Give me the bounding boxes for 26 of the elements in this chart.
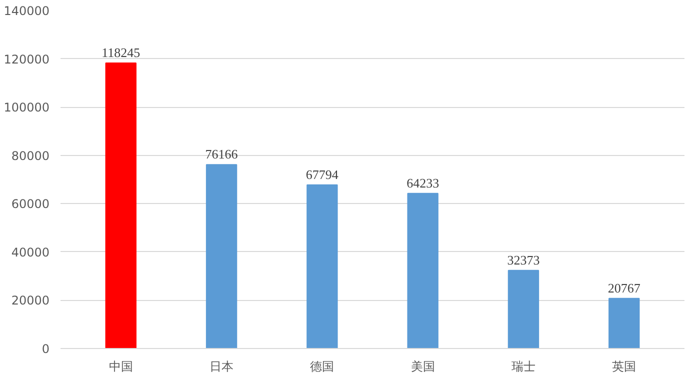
y-tick-label: 0 <box>42 342 50 356</box>
data-label: 32373 <box>507 252 540 268</box>
y-tick-label: 140000 <box>4 4 50 18</box>
x-tick-label: 瑞士 <box>511 360 536 374</box>
y-tick-label: 100000 <box>4 100 50 115</box>
y-tick-label: 40000 <box>11 245 50 260</box>
y-tick-label: 20000 <box>11 294 50 308</box>
bar <box>407 192 438 348</box>
bar <box>608 298 640 348</box>
data-label: 67794 <box>306 166 339 182</box>
x-tick-label: 日本 <box>210 360 234 374</box>
y-tick-label: 80000 <box>11 148 50 163</box>
data-label: 118245 <box>102 45 140 60</box>
y-tick-label: 60000 <box>11 197 50 212</box>
bar <box>508 270 540 348</box>
x-tick-label: 美国 <box>410 360 435 374</box>
bar <box>306 184 338 348</box>
data-label: 20767 <box>608 280 641 296</box>
x-tick-label: 英国 <box>612 360 636 374</box>
bar <box>105 62 136 348</box>
data-label: 64233 <box>406 175 440 190</box>
data-label: 76166 <box>205 146 238 162</box>
x-tick-label: 中国 <box>108 360 133 374</box>
bar <box>206 164 238 348</box>
x-tick-label: 德国 <box>310 360 334 374</box>
y-tick-label: 120000 <box>4 52 50 66</box>
